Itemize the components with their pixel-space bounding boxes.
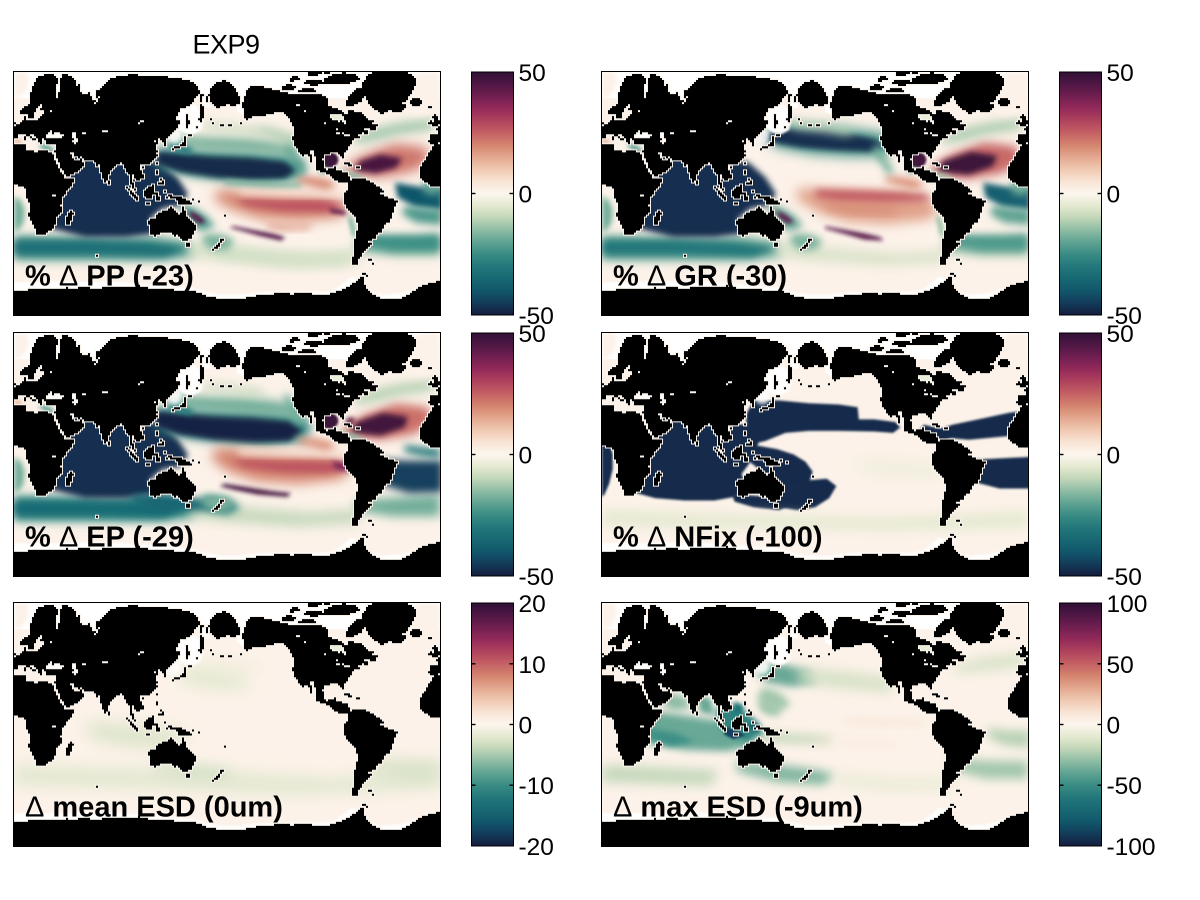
svg-text:-50: -50 — [519, 303, 554, 330]
svg-text:0: 0 — [519, 713, 533, 740]
svg-text:-50: -50 — [519, 564, 554, 591]
svg-text:EXP9: EXP9 — [192, 30, 259, 60]
svg-text:10: 10 — [519, 652, 546, 679]
svg-text:Δ mean ESD (0um): Δ mean ESD (0um) — [25, 792, 283, 824]
svg-text:0: 0 — [519, 182, 533, 209]
svg-text:0: 0 — [1107, 182, 1121, 209]
svg-text:0: 0 — [519, 443, 533, 470]
svg-text:0: 0 — [1107, 713, 1121, 740]
svg-text:-50: -50 — [1107, 773, 1142, 800]
svg-text:-20: -20 — [519, 834, 554, 861]
svg-text:50: 50 — [1107, 652, 1134, 679]
svg-text:% Δ EP (-29): % Δ EP (-29) — [25, 522, 194, 554]
svg-text:0: 0 — [1107, 443, 1121, 470]
svg-text:50: 50 — [519, 60, 546, 87]
svg-text:50: 50 — [1107, 321, 1134, 348]
svg-text:% Δ PP (-23): % Δ PP (-23) — [25, 261, 194, 293]
svg-text:% Δ GR (-30): % Δ GR (-30) — [613, 261, 787, 293]
svg-text:-50: -50 — [1107, 303, 1142, 330]
svg-text:% Δ NFix (-100): % Δ NFix (-100) — [613, 522, 823, 554]
svg-text:-50: -50 — [1107, 564, 1142, 591]
svg-text:20: 20 — [519, 591, 546, 618]
svg-text:-100: -100 — [1107, 834, 1156, 861]
svg-text:100: 100 — [1107, 591, 1148, 618]
svg-text:50: 50 — [1107, 60, 1134, 87]
svg-text:Δ max ESD (-9um): Δ max ESD (-9um) — [613, 792, 863, 824]
svg-text:-10: -10 — [519, 773, 554, 800]
svg-text:50: 50 — [519, 321, 546, 348]
